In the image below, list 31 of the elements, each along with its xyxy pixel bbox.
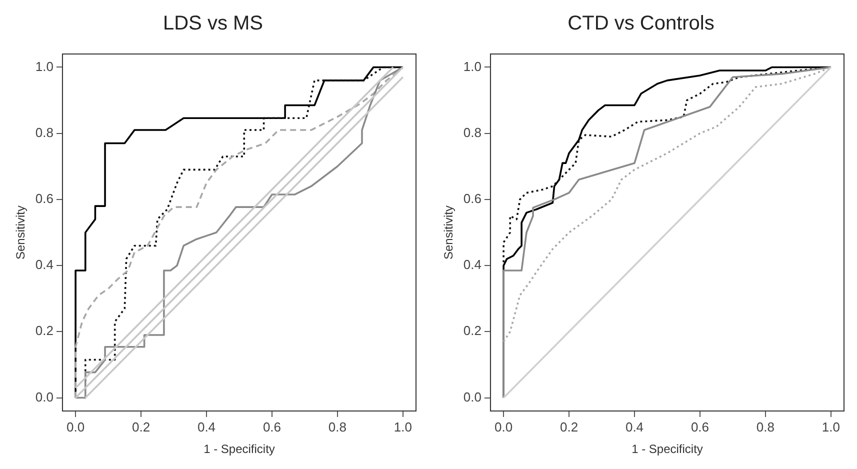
chart-title: CTD vs Controls: [568, 12, 714, 35]
y-tick-label: 0.2: [35, 323, 54, 338]
x-tick-label: 0.0: [66, 419, 85, 434]
y-tick-label: 0.4: [463, 257, 482, 272]
y-tick-label: 0.8: [35, 124, 54, 140]
x-tick-label: 0.6: [262, 419, 282, 434]
x-tick-label: 0.8: [328, 419, 346, 434]
x-tick-label: 0.2: [132, 419, 150, 434]
line-series: [502, 66, 832, 342]
y-tick-label: 0.2: [463, 323, 482, 338]
x-axis-title: 1 - Specificity: [204, 442, 275, 456]
x-tick-label: 0.6: [690, 419, 710, 434]
x-tick-label: 0.4: [197, 419, 216, 434]
x-tick-label: 0.0: [494, 419, 513, 434]
y-axis-title: Sensitivity: [442, 205, 456, 260]
x-tick-label: 0.2: [560, 419, 578, 434]
y-tick-label: 0.0: [35, 389, 54, 404]
x-tick-label: 0.8: [756, 419, 774, 434]
y-tick-label: 1.0: [35, 58, 54, 74]
y-tick-label: 0.0: [463, 389, 482, 404]
chart-title: LDS vs MS: [162, 12, 264, 35]
y-tick-label: 0.6: [463, 191, 482, 206]
y-tick-label: 0.6: [35, 191, 54, 206]
x-tick-label: 1.0: [394, 419, 412, 434]
y-tick-label: 0.4: [35, 257, 54, 272]
x-tick-label: 1.0: [822, 419, 840, 434]
x-tick-label: 0.4: [625, 419, 644, 434]
y-axis-title: Sensitivity: [14, 205, 28, 260]
y-tick-label: 1.0: [463, 58, 482, 74]
y-tick-label: 0.8: [463, 124, 482, 140]
x-axis-title: 1 - Specificity: [632, 442, 703, 456]
